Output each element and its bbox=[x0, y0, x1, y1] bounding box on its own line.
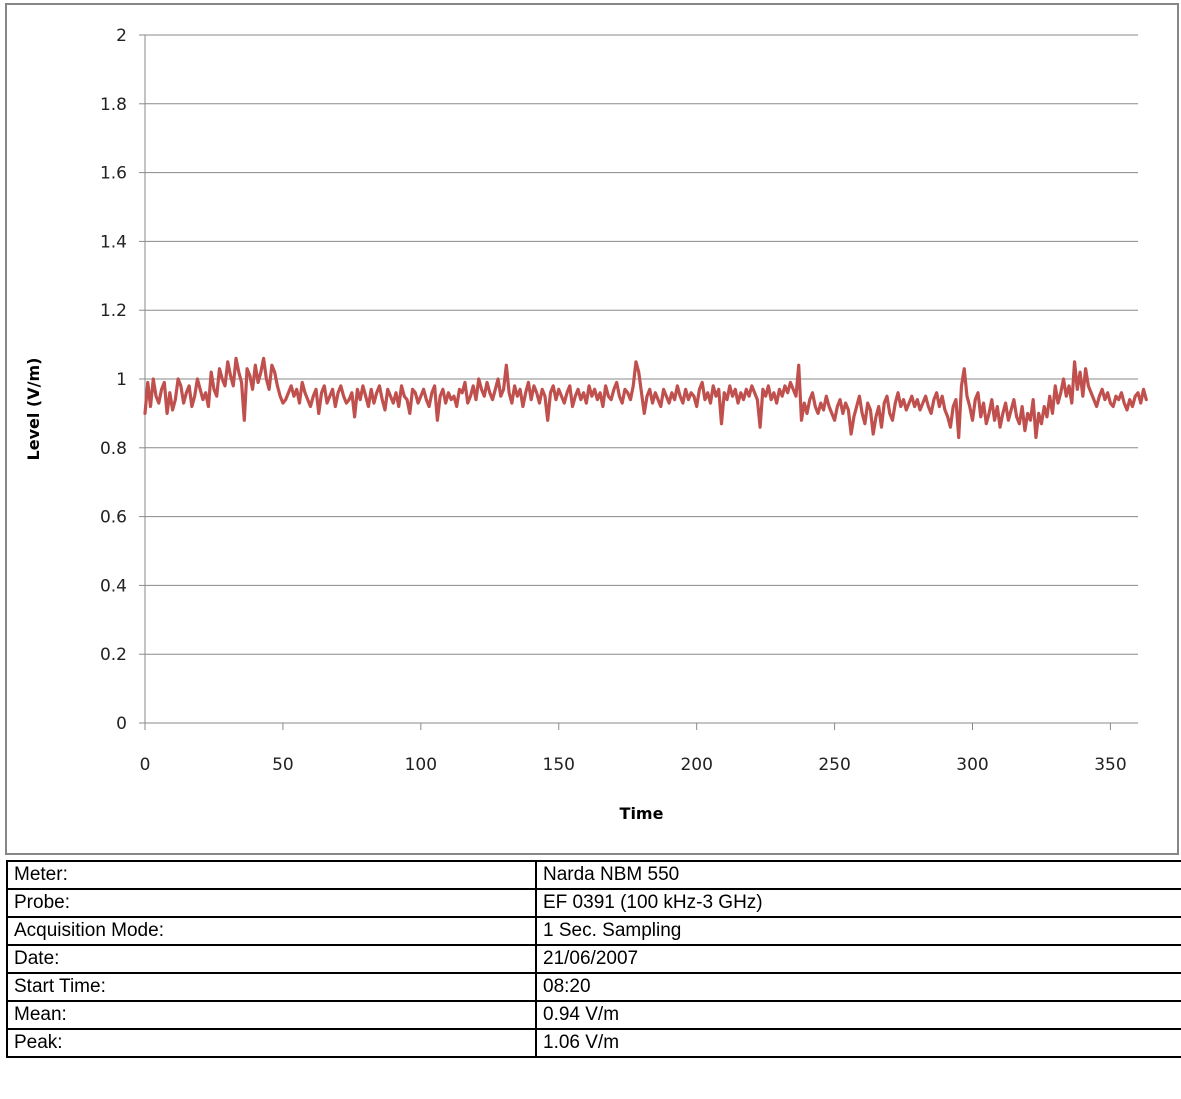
measurement-info-table: Meter: Narda NBM 550 Probe: EF 0391 (100 kH… bbox=[6, 860, 1181, 1058]
x-tick-label: 350 bbox=[1094, 755, 1126, 775]
info-label: Meter: bbox=[6, 860, 537, 890]
info-label: Mean: bbox=[6, 1000, 537, 1030]
series-line bbox=[143, 356, 1148, 440]
table-row: Date: 21/06/2007 bbox=[6, 944, 1181, 974]
y-tick-label: 1 bbox=[116, 370, 127, 390]
tick-labels: 0 0.2 0.4 0.6 0.8 1 1.2 1.4 1.6 1.8 2 0 50 100 150 200 2… bbox=[100, 26, 1127, 775]
info-label: Start Time: bbox=[6, 972, 537, 1002]
x-tick-label: 300 bbox=[956, 755, 988, 775]
y-tick-label: 1.2 bbox=[100, 301, 127, 321]
info-value: 08:20 bbox=[535, 972, 1181, 1002]
x-tick-label: 200 bbox=[680, 755, 712, 775]
info-value: EF 0391 (100 kHz-3 GHz) bbox=[535, 888, 1181, 918]
y-tick-label: 0 bbox=[116, 714, 127, 734]
table-row: Peak: 1.06 V/m bbox=[6, 1028, 1181, 1058]
x-tick-label: 250 bbox=[818, 755, 850, 775]
info-value: 21/06/2007 bbox=[535, 944, 1181, 974]
table-row: Mean: 0.94 V/m bbox=[6, 1000, 1181, 1030]
grid-lines bbox=[145, 34, 1138, 655]
table-row: Start Time: 08:20 bbox=[6, 972, 1181, 1002]
chart-frame: 0 0.2 0.4 0.6 0.8 1 1.2 1.4 1.6 1.8 2 0 50 100 150 200 2… bbox=[5, 3, 1179, 855]
info-label: Probe: bbox=[6, 888, 537, 918]
y-tick-label: 0.4 bbox=[100, 576, 127, 596]
info-value: 1 Sec. Sampling bbox=[535, 916, 1181, 946]
y-tick-label: 0.6 bbox=[100, 508, 127, 528]
series-layer bbox=[143, 356, 1148, 440]
y-tick-label: 1.6 bbox=[100, 164, 127, 184]
info-label: Date: bbox=[6, 944, 537, 974]
table-row: Probe: EF 0391 (100 kHz-3 GHz) bbox=[6, 888, 1181, 918]
y-tick-label: 0.8 bbox=[100, 439, 127, 459]
table-row: Meter: Narda NBM 550 bbox=[6, 860, 1181, 890]
axes bbox=[139, 34, 1138, 730]
info-value: 0.94 V/m bbox=[535, 1000, 1181, 1030]
x-axis-title: Time bbox=[620, 804, 664, 823]
x-tick-label: 150 bbox=[543, 755, 575, 775]
level-time-chart: 0 0.2 0.4 0.6 0.8 1 1.2 1.4 1.6 1.8 2 0 50 100 150 200 2… bbox=[24, 26, 1148, 823]
y-axis-title: Level (V/m) bbox=[24, 358, 43, 461]
y-tick-label: 1.4 bbox=[100, 232, 127, 252]
x-tick-label: 100 bbox=[405, 755, 437, 775]
table-row: Acquisition Mode: 1 Sec. Sampling bbox=[6, 916, 1181, 946]
info-label: Peak: bbox=[6, 1028, 537, 1058]
y-tick-label: 1.8 bbox=[100, 95, 127, 115]
info-value: Narda NBM 550 bbox=[535, 860, 1181, 890]
x-tick-label: 50 bbox=[272, 755, 294, 775]
info-value: 1.06 V/m bbox=[535, 1028, 1181, 1058]
info-label: Acquisition Mode: bbox=[6, 916, 537, 946]
y-tick-label: 2 bbox=[116, 26, 127, 46]
y-tick-label: 0.2 bbox=[100, 645, 127, 665]
x-tick-label: 0 bbox=[140, 755, 151, 775]
